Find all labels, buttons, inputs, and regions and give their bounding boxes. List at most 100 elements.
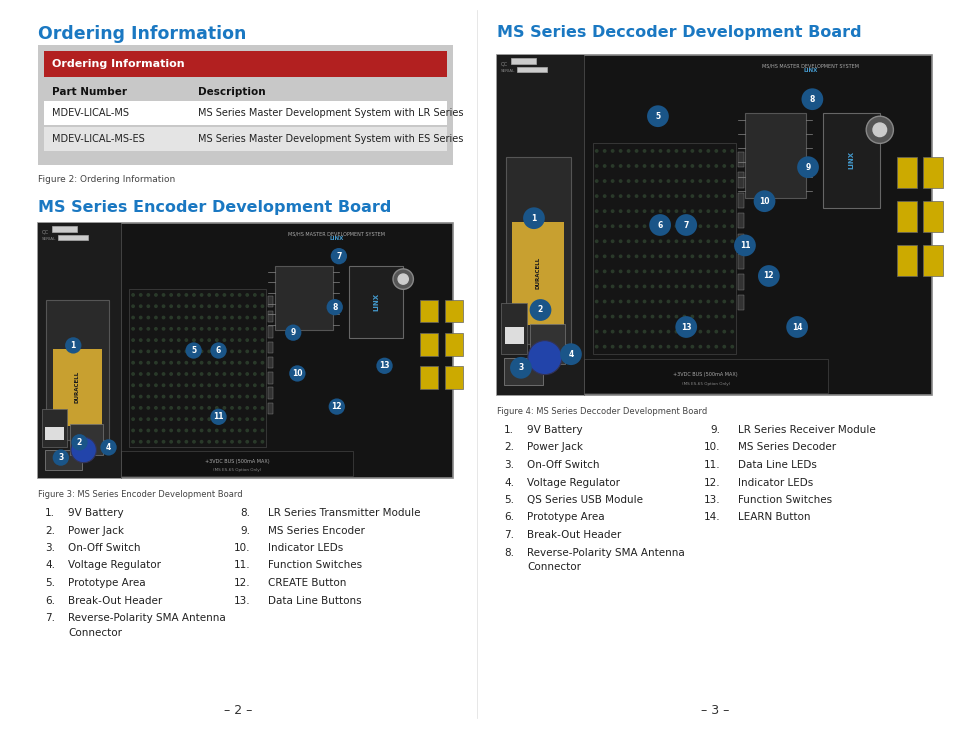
Text: 5: 5: [655, 111, 659, 121]
Circle shape: [651, 150, 653, 152]
Text: LINX: LINX: [373, 293, 379, 311]
Circle shape: [223, 407, 225, 409]
Bar: [501, 303, 527, 354]
Circle shape: [208, 328, 211, 330]
Circle shape: [238, 317, 240, 319]
Circle shape: [208, 407, 211, 409]
Circle shape: [642, 315, 645, 318]
Bar: [505, 157, 570, 344]
Circle shape: [611, 195, 613, 197]
Bar: [44, 127, 447, 151]
Circle shape: [659, 286, 661, 288]
Circle shape: [666, 300, 669, 303]
Text: 7.: 7.: [45, 613, 55, 623]
Circle shape: [139, 373, 142, 375]
Circle shape: [231, 418, 233, 421]
Text: LR Series Transmitter Module: LR Series Transmitter Module: [268, 508, 420, 518]
Circle shape: [215, 305, 218, 308]
Circle shape: [659, 255, 661, 258]
Circle shape: [200, 396, 203, 398]
Circle shape: [682, 255, 685, 258]
Circle shape: [611, 270, 613, 272]
Text: 11: 11: [213, 413, 224, 421]
Circle shape: [699, 180, 700, 182]
Text: – 3 –: – 3 –: [700, 703, 729, 717]
Text: 1.: 1.: [45, 508, 55, 518]
Text: Prototype Area: Prototype Area: [526, 512, 604, 523]
Circle shape: [682, 240, 685, 243]
Circle shape: [730, 300, 733, 303]
Text: 11: 11: [739, 241, 749, 250]
Circle shape: [666, 255, 669, 258]
Circle shape: [699, 195, 700, 197]
Circle shape: [595, 195, 598, 197]
Circle shape: [872, 123, 885, 137]
Circle shape: [231, 362, 233, 364]
Circle shape: [177, 294, 180, 296]
Circle shape: [162, 418, 165, 421]
Circle shape: [627, 195, 629, 197]
Circle shape: [682, 225, 685, 227]
Circle shape: [730, 240, 733, 243]
Circle shape: [185, 305, 188, 308]
Circle shape: [691, 225, 693, 227]
Circle shape: [193, 294, 195, 296]
Circle shape: [618, 240, 621, 243]
Bar: [268, 387, 273, 399]
Circle shape: [595, 225, 598, 227]
Text: Reverse-Polarity SMA Antenna: Reverse-Polarity SMA Antenna: [526, 548, 684, 557]
Circle shape: [246, 305, 248, 308]
Circle shape: [246, 317, 248, 319]
Circle shape: [618, 255, 621, 258]
Circle shape: [706, 286, 709, 288]
Bar: [268, 403, 273, 414]
Circle shape: [238, 384, 240, 387]
Circle shape: [132, 384, 134, 387]
Circle shape: [618, 315, 621, 318]
Circle shape: [722, 195, 724, 197]
Circle shape: [666, 286, 669, 288]
Text: 9V Battery: 9V Battery: [526, 425, 582, 435]
Circle shape: [733, 235, 755, 256]
Circle shape: [691, 195, 693, 197]
Bar: [503, 358, 542, 384]
Circle shape: [231, 373, 233, 375]
Circle shape: [162, 305, 165, 308]
Circle shape: [132, 396, 134, 398]
Text: 10.: 10.: [233, 543, 250, 553]
Circle shape: [147, 396, 150, 398]
Circle shape: [147, 418, 150, 421]
Circle shape: [715, 331, 717, 333]
Circle shape: [659, 180, 661, 182]
Circle shape: [785, 316, 807, 338]
Circle shape: [147, 305, 150, 308]
Circle shape: [675, 210, 677, 213]
Circle shape: [177, 430, 180, 432]
Circle shape: [675, 316, 697, 338]
Circle shape: [642, 300, 645, 303]
Circle shape: [659, 300, 661, 303]
Circle shape: [627, 300, 629, 303]
Circle shape: [208, 441, 211, 443]
Circle shape: [238, 305, 240, 308]
Bar: [896, 246, 916, 276]
Text: Function Switches: Function Switches: [268, 560, 362, 570]
Text: Data Line Buttons: Data Line Buttons: [268, 596, 361, 605]
Circle shape: [682, 315, 685, 318]
Text: 13: 13: [680, 323, 691, 331]
Text: 4.: 4.: [503, 477, 514, 488]
Text: 7: 7: [335, 252, 341, 261]
Circle shape: [699, 331, 700, 333]
Text: 12.: 12.: [233, 578, 250, 588]
Circle shape: [715, 240, 717, 243]
Circle shape: [682, 270, 685, 272]
Circle shape: [627, 286, 629, 288]
Circle shape: [162, 328, 165, 330]
Bar: [923, 157, 942, 187]
Circle shape: [715, 210, 717, 213]
Circle shape: [154, 396, 157, 398]
Circle shape: [215, 294, 218, 296]
Circle shape: [865, 116, 892, 143]
Text: On-Off Switch: On-Off Switch: [68, 543, 140, 553]
Circle shape: [215, 351, 218, 353]
